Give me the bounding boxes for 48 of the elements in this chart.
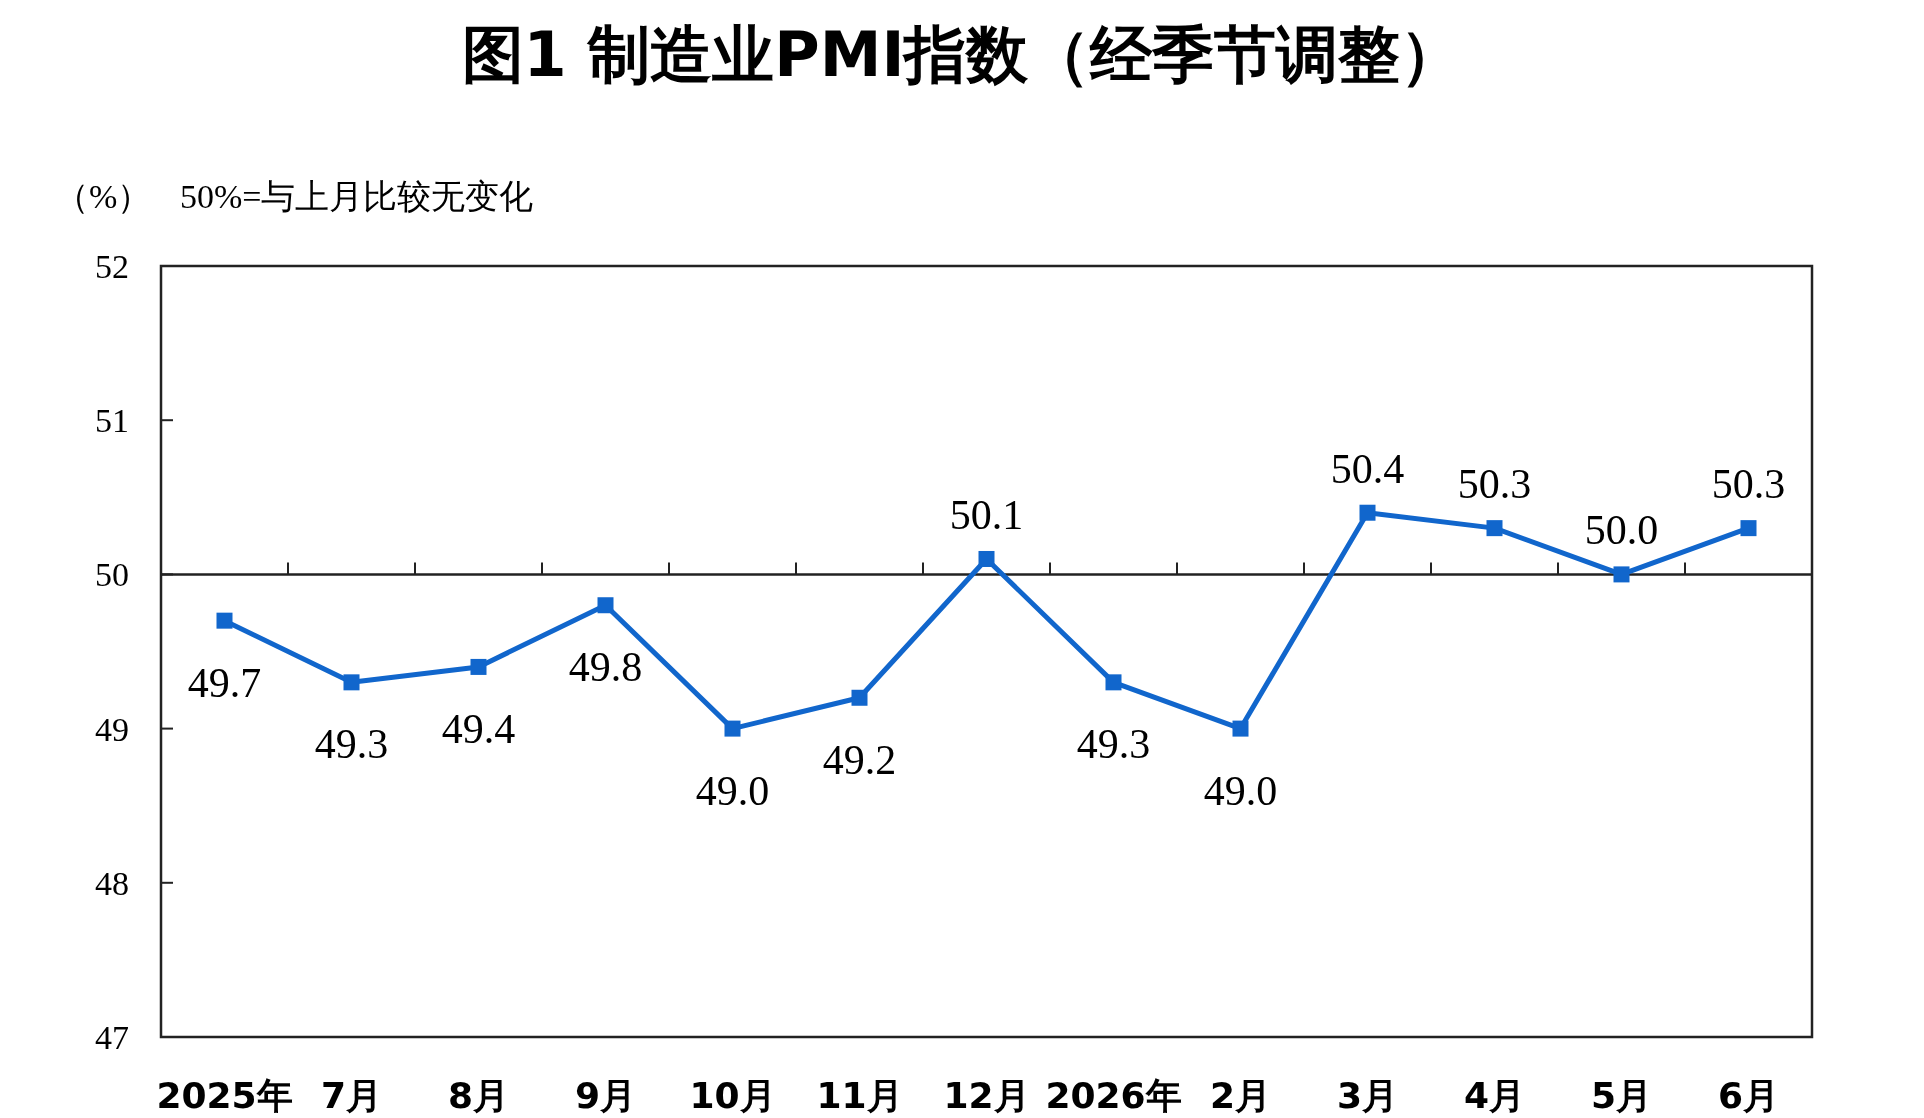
y-tick-label: 50	[95, 556, 129, 594]
text: 50%=与上月比较无变化	[180, 178, 534, 215]
y-tick-label: 52	[95, 248, 129, 285]
data-label: 49.0	[695, 767, 770, 814]
x-tick-label: 9月	[574, 1075, 637, 1116]
point	[1613, 566, 1630, 583]
point	[978, 550, 995, 567]
x-tick-label: 10月	[689, 1075, 776, 1116]
x-tick-label: 11月	[816, 1075, 903, 1116]
y-tick-label: 48	[95, 864, 129, 902]
x-tick-label: 6月	[1717, 1075, 1780, 1116]
point	[724, 720, 741, 737]
x-tick-label: 2025年	[156, 1075, 293, 1116]
y-tick-label: 49	[95, 710, 129, 748]
data-label: 50.0	[1584, 507, 1659, 554]
x-tick-label: 4月	[1463, 1075, 1526, 1116]
x-tick-label: 12月	[943, 1075, 1030, 1116]
data-label: 49.2	[822, 736, 897, 783]
point	[597, 597, 614, 614]
data-label: 49.0	[1203, 767, 1278, 814]
y-axis-title: （%）	[55, 178, 152, 215]
data-label: 50.3	[1457, 461, 1532, 508]
point	[216, 612, 233, 629]
x-tick-label: 2月	[1209, 1075, 1272, 1116]
x-tick-label: 7月	[320, 1075, 383, 1116]
point	[1359, 504, 1376, 521]
x-tick-label: 3月	[1336, 1075, 1399, 1116]
x-tick-label: 2026年	[1045, 1075, 1182, 1116]
x-tick-label: 5月	[1590, 1075, 1653, 1116]
point	[851, 689, 868, 706]
point	[343, 674, 360, 691]
data-label: 49.4	[441, 705, 516, 752]
chart-title: 图1 制造业PMI指数（经季节调整）	[461, 18, 1463, 91]
x-tick-label: 8月	[447, 1075, 510, 1116]
y-tick-label: 51	[95, 402, 129, 440]
data-label: 49.8	[568, 644, 643, 691]
point	[1232, 720, 1249, 737]
data-label: 49.7	[187, 659, 262, 706]
data-label: 50.1	[949, 491, 1024, 538]
point	[1486, 520, 1503, 537]
data-label: 49.3	[314, 721, 389, 768]
data-label: 50.4	[1330, 445, 1405, 492]
y-tick-label: 47	[95, 1019, 129, 1056]
point	[1105, 674, 1122, 691]
point	[470, 658, 487, 675]
data-label: 49.3	[1076, 721, 1151, 768]
point	[1740, 520, 1757, 537]
data-label: 50.3	[1711, 461, 1786, 508]
